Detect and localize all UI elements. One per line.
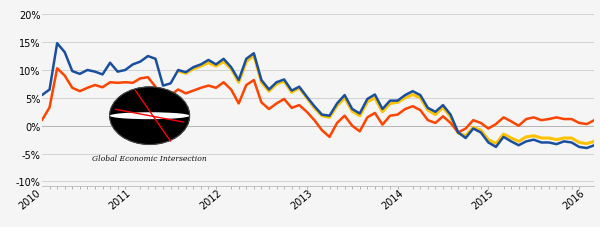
Ellipse shape	[110, 113, 190, 120]
Ellipse shape	[110, 87, 190, 145]
Text: Global Economic Intersection: Global Economic Intersection	[92, 155, 207, 163]
